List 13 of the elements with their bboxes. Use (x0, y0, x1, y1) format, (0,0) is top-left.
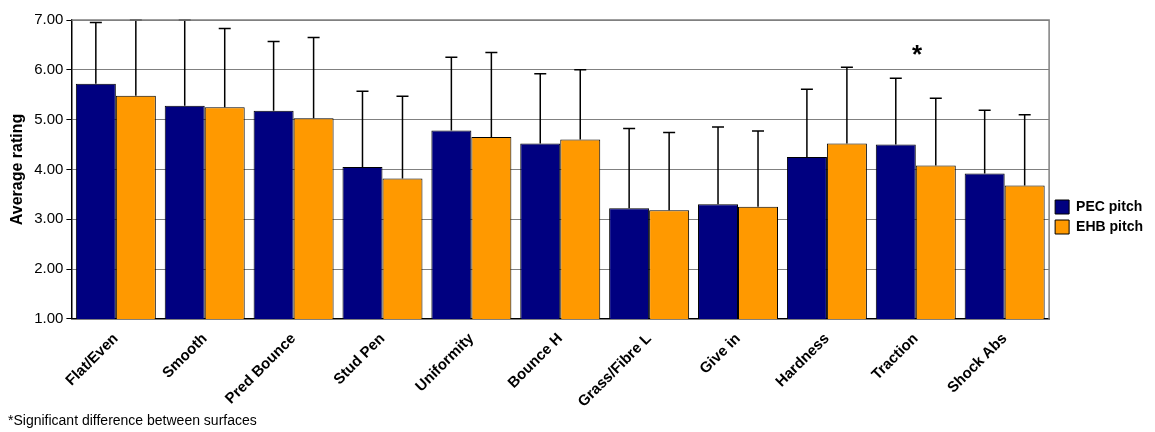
annotation: * (912, 39, 924, 70)
text: *Significant difference between surfaces (8, 411, 257, 428)
y-tick-label: 5.00 (34, 109, 64, 127)
legend-label: EHB pitch (1076, 217, 1143, 234)
y-tick-label: 4.00 (34, 159, 64, 177)
y-tick-label: 1.00 (34, 309, 64, 327)
y-tick-label: 3.00 (34, 209, 64, 227)
x-tick-label: Give in (695, 329, 744, 377)
y-axis-title: Average rating (8, 113, 26, 226)
legend-label: PEC pitch (1076, 197, 1143, 214)
y-tick-label: 6.00 (34, 59, 64, 77)
y-tick-label: 2.00 (34, 259, 64, 277)
y-tick-label: 7.00 (34, 10, 64, 28)
